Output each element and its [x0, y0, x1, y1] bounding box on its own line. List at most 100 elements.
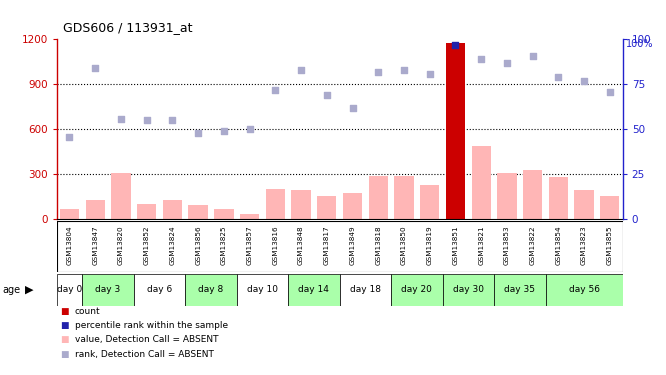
Text: GSM13857: GSM13857: [246, 225, 252, 265]
Text: ■: ■: [60, 321, 69, 330]
Text: GSM13848: GSM13848: [298, 225, 304, 265]
Point: [605, 88, 615, 94]
Point: [527, 53, 538, 58]
Bar: [111, 173, 131, 219]
Bar: [292, 190, 311, 219]
Text: ■: ■: [60, 350, 69, 358]
Bar: [57, 274, 83, 306]
Text: GSM13853: GSM13853: [504, 225, 510, 265]
Text: ■: ■: [60, 307, 69, 316]
Bar: [472, 146, 491, 219]
Bar: [343, 193, 362, 219]
Bar: [394, 176, 414, 219]
Text: GSM13824: GSM13824: [169, 225, 175, 265]
Point: [141, 117, 152, 123]
Point: [167, 117, 178, 123]
Point: [322, 92, 332, 98]
Text: GSM13821: GSM13821: [478, 225, 484, 265]
Text: day 10: day 10: [247, 285, 278, 294]
Text: day 14: day 14: [298, 285, 330, 294]
Point: [476, 56, 486, 62]
Text: value, Detection Call = ABSENT: value, Detection Call = ABSENT: [75, 335, 218, 344]
Bar: [340, 274, 391, 306]
Bar: [137, 204, 157, 219]
Text: day 30: day 30: [453, 285, 484, 294]
Text: GSM13856: GSM13856: [195, 225, 201, 265]
Bar: [188, 205, 208, 219]
Text: GSM13816: GSM13816: [272, 225, 278, 265]
Bar: [317, 196, 336, 219]
Text: GSM13819: GSM13819: [427, 225, 433, 265]
Point: [553, 74, 563, 80]
Point: [218, 128, 229, 134]
Bar: [60, 209, 79, 219]
Bar: [185, 274, 236, 306]
Text: GSM13820: GSM13820: [118, 225, 124, 265]
Text: day 56: day 56: [569, 285, 599, 294]
Bar: [163, 200, 182, 219]
Text: percentile rank within the sample: percentile rank within the sample: [75, 321, 228, 330]
Point: [424, 70, 435, 76]
Text: GSM13850: GSM13850: [401, 225, 407, 265]
Text: GSM13817: GSM13817: [324, 225, 330, 265]
Text: ▶: ▶: [25, 285, 34, 295]
Text: GSM13851: GSM13851: [452, 225, 458, 265]
Bar: [134, 274, 185, 306]
Point: [270, 87, 280, 93]
Text: day 3: day 3: [95, 285, 121, 294]
Text: GSM13804: GSM13804: [67, 225, 73, 265]
Text: GSM13818: GSM13818: [375, 225, 381, 265]
Text: day 35: day 35: [504, 285, 535, 294]
Bar: [494, 274, 545, 306]
Text: count: count: [75, 307, 100, 316]
Text: GSM13847: GSM13847: [92, 225, 98, 265]
Text: GSM13855: GSM13855: [607, 225, 613, 265]
Point: [90, 65, 101, 71]
Bar: [391, 274, 443, 306]
Bar: [266, 189, 285, 219]
Bar: [545, 274, 623, 306]
Bar: [368, 176, 388, 219]
Point: [450, 42, 461, 48]
Point: [244, 126, 255, 132]
Bar: [600, 196, 619, 219]
Point: [373, 69, 384, 75]
Bar: [83, 274, 134, 306]
Bar: [443, 274, 494, 306]
Text: ■: ■: [60, 335, 69, 344]
Text: day 8: day 8: [198, 285, 224, 294]
Bar: [549, 177, 568, 219]
Text: GSM13854: GSM13854: [555, 225, 561, 265]
Text: GSM13825: GSM13825: [221, 225, 227, 265]
Text: GSM13823: GSM13823: [581, 225, 587, 265]
Bar: [214, 209, 234, 219]
Point: [296, 67, 306, 73]
Bar: [236, 274, 288, 306]
Text: 100%: 100%: [626, 39, 653, 50]
Text: GSM13822: GSM13822: [529, 225, 535, 265]
Point: [579, 78, 589, 84]
Text: rank, Detection Call = ABSENT: rank, Detection Call = ABSENT: [75, 350, 214, 358]
Point: [64, 134, 75, 140]
Text: day 18: day 18: [350, 285, 381, 294]
Text: day 20: day 20: [402, 285, 432, 294]
Bar: [498, 173, 517, 219]
Text: GDS606 / 113931_at: GDS606 / 113931_at: [63, 21, 192, 34]
Text: GSM13852: GSM13852: [144, 225, 150, 265]
Bar: [85, 200, 105, 219]
Bar: [446, 43, 465, 219]
Bar: [420, 185, 440, 219]
Bar: [288, 274, 340, 306]
Point: [116, 116, 127, 122]
Text: day 6: day 6: [147, 285, 172, 294]
Point: [193, 130, 204, 136]
Text: day 0: day 0: [57, 285, 82, 294]
Point: [399, 67, 410, 73]
Point: [347, 105, 358, 111]
Text: GSM13849: GSM13849: [350, 225, 356, 265]
Point: [501, 60, 512, 66]
Bar: [523, 170, 542, 219]
Text: age: age: [2, 285, 20, 295]
Bar: [575, 190, 594, 219]
Bar: [240, 214, 259, 219]
